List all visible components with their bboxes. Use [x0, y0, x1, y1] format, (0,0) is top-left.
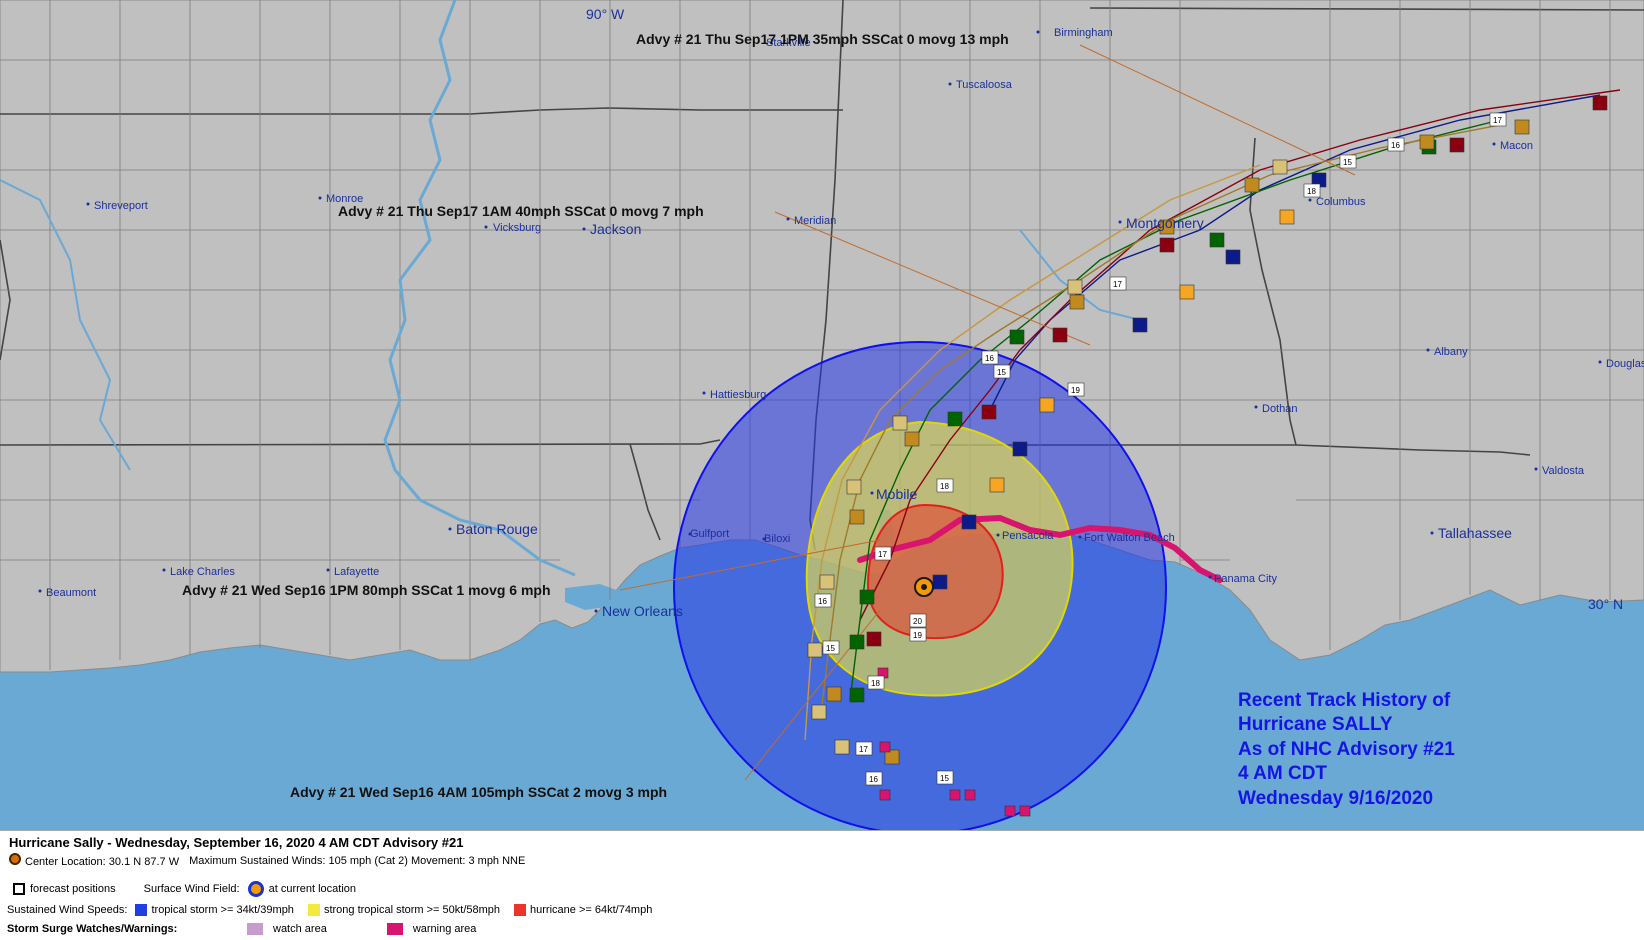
- svg-text:Biloxi: Biloxi: [764, 533, 790, 545]
- svg-text:Montgomery: Montgomery: [1126, 215, 1204, 231]
- legend-title: Hurricane Sally - Wednesday, September 1…: [9, 835, 464, 850]
- svg-text:16: 16: [869, 775, 878, 784]
- mississippi-river: [383, 0, 576, 577]
- svg-text:As of NHC Advisory #21: As of NHC Advisory #21: [1238, 739, 1455, 760]
- svg-text:16: 16: [1391, 141, 1400, 150]
- hurricane-swatch: [514, 904, 527, 916]
- current-location-icon: [247, 881, 264, 897]
- svg-text:Lafayette: Lafayette: [334, 566, 379, 578]
- legend-forecast-row: forecast positions Surface Wind Field: a…: [13, 881, 356, 897]
- svg-text:18: 18: [1307, 187, 1316, 196]
- at-current-location-text: at current location: [268, 883, 357, 895]
- forecast-position-icon: [13, 883, 25, 895]
- hurricane-wind-field: [866, 503, 1004, 640]
- strong-tropical-storm-swatch: [307, 904, 320, 916]
- svg-text:15: 15: [997, 368, 1006, 377]
- max-winds-text: Maximum Sustained Winds: 105 mph (Cat 2)…: [189, 854, 526, 867]
- svg-text:Recent Track History of: Recent Track History of: [1238, 690, 1451, 711]
- svg-text:Beaumont: Beaumont: [46, 587, 96, 599]
- svg-text:Birmingham: Birmingham: [1054, 27, 1113, 39]
- svg-text:Mobile: Mobile: [876, 486, 917, 502]
- lake-pontchartrain: [565, 584, 622, 610]
- day-number-markers: 16 15 19 18 17 16 15 18 20 19 17 16 15 1…: [814, 112, 1507, 786]
- svg-text:15: 15: [940, 774, 949, 783]
- svg-text:15: 15: [826, 644, 835, 653]
- warning-area-text: warning area: [412, 923, 477, 935]
- svg-text:Valdosta: Valdosta: [1542, 465, 1585, 477]
- longitude-label: 90° W: [586, 6, 625, 22]
- legend-center-info: Center Location: 30.1 N 87.7 W Maximum S…: [9, 853, 525, 868]
- legend-wind-speeds-row: Sustained Wind Speeds: tropical storm >=…: [7, 904, 652, 916]
- advisory-label-wed-1pm: Advy # 21 Wed Sep16 1PM 80mph SSCat 1 mo…: [182, 582, 551, 598]
- svg-text:Shreveport: Shreveport: [94, 200, 148, 212]
- svg-text:Douglas: Douglas: [1606, 358, 1644, 370]
- svg-text:19: 19: [913, 631, 922, 640]
- hurricane-text: hurricane >= 64kt/74mph: [530, 904, 653, 916]
- svg-text:Vicksburg: Vicksburg: [493, 222, 541, 234]
- sustained-wind-speeds-text: Sustained Wind Speeds:: [7, 904, 128, 916]
- forecast-positions-text: forecast positions: [30, 883, 116, 895]
- city-labels: Birmingham Tuscaloosa Starkville Shrevep…: [38, 27, 1644, 619]
- svg-text:17: 17: [1493, 116, 1502, 125]
- storm-surge-text: Storm Surge Watches/Warnings:: [7, 923, 178, 935]
- svg-text:Dothan: Dothan: [1262, 403, 1297, 415]
- svg-text:Fort Walton Beach: Fort Walton Beach: [1084, 532, 1175, 544]
- svg-text:16: 16: [985, 354, 994, 363]
- track-position-markers: [807, 95, 1608, 817]
- svg-text:Macon: Macon: [1500, 140, 1533, 152]
- watch-area-text: watch area: [273, 923, 327, 935]
- warning-area-swatch: [386, 923, 403, 935]
- svg-text:18: 18: [871, 679, 880, 688]
- svg-text:Hattiesburg: Hattiesburg: [710, 389, 766, 401]
- map-legend: Hurricane Sally - Wednesday, September 1…: [0, 830, 1644, 940]
- svg-text:Gulfport: Gulfport: [690, 528, 729, 540]
- advisory-label-wed-4am: Advy # 21 Wed Sep16 4AM 105mph SSCat 2 m…: [290, 784, 667, 800]
- surface-wind-field-text: Surface Wind Field:: [143, 883, 240, 895]
- storm-surge-warning-area: [857, 514, 1223, 583]
- svg-text:15: 15: [1343, 158, 1352, 167]
- svg-text:Hurricane SALLY: Hurricane SALLY: [1238, 714, 1393, 735]
- strong-tropical-storm-text: strong tropical storm >= 50kt/58mph: [323, 904, 501, 916]
- svg-text:17: 17: [878, 550, 887, 559]
- svg-text:Monroe: Monroe: [326, 193, 363, 205]
- current-location-marker: [914, 577, 934, 597]
- svg-text:Starkville: Starkville: [766, 37, 811, 49]
- svg-text:Columbus: Columbus: [1316, 196, 1366, 208]
- svg-text:Meridian: Meridian: [794, 215, 836, 227]
- watch-area-swatch: [247, 923, 263, 935]
- svg-text:Jackson: Jackson: [590, 221, 641, 237]
- svg-text:18: 18: [940, 482, 949, 491]
- tropical-storm-swatch: [135, 904, 148, 916]
- legend-storm-surge-row: Storm Surge Watches/Warnings: watch area…: [7, 923, 476, 935]
- hurricane-map: 16 15 19 18 17 16 15 18 20 19 17 16 15 1…: [0, 0, 1644, 830]
- delta-water: [590, 630, 665, 700]
- svg-text:Pensacola: Pensacola: [1002, 530, 1054, 542]
- advisory-label-thu-1pm: Advy # 21 Thu Sep17 1PM 35mph SSCat 0 mo…: [636, 31, 1009, 47]
- svg-text:Tuscaloosa: Tuscaloosa: [956, 79, 1013, 91]
- center-location-text: Center Location: 30.1 N 87.7 W: [25, 856, 180, 868]
- advisory-label-thu-1am: Advy # 21 Thu Sep17 1AM 40mph SSCat 0 mo…: [338, 203, 704, 219]
- svg-text:New Orleans: New Orleans: [602, 603, 683, 619]
- svg-text:Lake Charles: Lake Charles: [170, 566, 235, 578]
- svg-text:19: 19: [1071, 386, 1080, 395]
- tropical-storm-text: tropical storm >= 34kt/39mph: [151, 904, 294, 916]
- svg-text:20: 20: [913, 617, 922, 626]
- track-history-box: Recent Track History of Hurricane SALLY …: [1238, 690, 1455, 809]
- svg-text:4 AM CDT: 4 AM CDT: [1238, 763, 1327, 784]
- svg-text:Wednesday 9/16/2020: Wednesday 9/16/2020: [1238, 788, 1433, 809]
- svg-text:Albany: Albany: [1434, 346, 1468, 358]
- svg-text:Tallahassee: Tallahassee: [1438, 525, 1512, 541]
- latitude-label: 30° N: [1588, 596, 1623, 612]
- svg-text:17: 17: [1113, 280, 1122, 289]
- svg-text:Panama City: Panama City: [1214, 573, 1277, 585]
- svg-text:Baton Rouge: Baton Rouge: [456, 521, 538, 537]
- svg-text:17: 17: [859, 745, 868, 754]
- svg-text:16: 16: [818, 597, 827, 606]
- center-location-icon: [9, 853, 21, 865]
